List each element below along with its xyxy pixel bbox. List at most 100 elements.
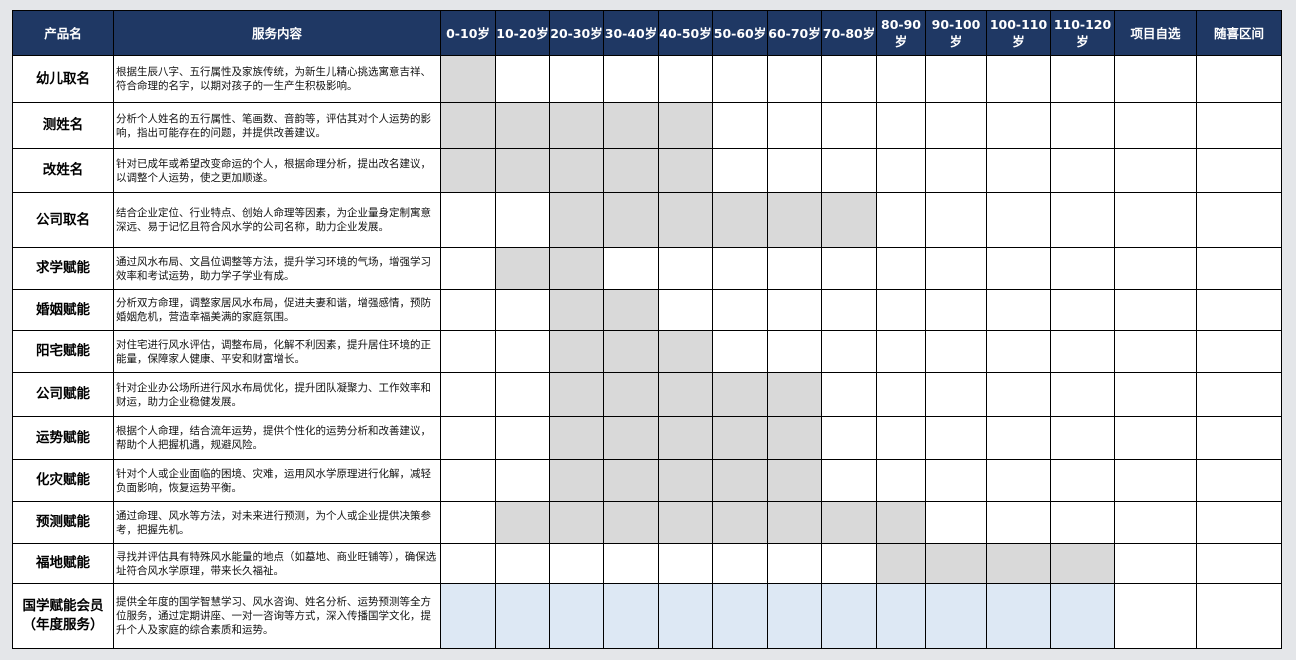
age-cell[interactable] <box>986 289 1051 331</box>
age-cell[interactable] <box>549 330 604 373</box>
header-age-6[interactable]: 60-70岁 <box>767 10 822 56</box>
age-cell[interactable] <box>549 416 604 460</box>
age-cell[interactable] <box>549 247 604 290</box>
age-cell[interactable] <box>986 583 1051 649</box>
custom-cell[interactable] <box>1114 192 1197 248</box>
age-cell[interactable] <box>658 55 713 103</box>
age-cell[interactable] <box>925 102 987 149</box>
age-cell[interactable] <box>925 543 987 584</box>
age-cell[interactable] <box>986 416 1051 460</box>
age-cell[interactable] <box>767 289 822 331</box>
age-cell[interactable] <box>712 583 768 649</box>
custom-cell[interactable] <box>1114 372 1197 417</box>
product-name[interactable]: 幼儿取名 <box>12 55 114 103</box>
custom-cell[interactable] <box>1114 148 1197 193</box>
age-cell[interactable] <box>1050 102 1115 149</box>
age-cell[interactable] <box>1050 543 1115 584</box>
product-name[interactable]: 改姓名 <box>12 148 114 193</box>
age-cell[interactable] <box>876 416 926 460</box>
age-cell[interactable] <box>821 102 877 149</box>
age-cell[interactable] <box>440 583 496 649</box>
custom-cell[interactable] <box>1114 247 1197 290</box>
age-cell[interactable] <box>549 192 604 248</box>
age-cell[interactable] <box>1050 192 1115 248</box>
age-cell[interactable] <box>767 459 822 502</box>
age-cell[interactable] <box>495 459 550 502</box>
age-cell[interactable] <box>440 148 496 193</box>
product-name[interactable]: 化灾赋能 <box>12 459 114 502</box>
service-description[interactable]: 根据生辰八字、五行属性及家族传统，为新生儿精心挑选寓意吉祥、符合命理的名字，以期… <box>113 55 441 103</box>
age-cell[interactable] <box>986 501 1051 544</box>
age-cell[interactable] <box>767 148 822 193</box>
age-cell[interactable] <box>603 55 659 103</box>
age-cell[interactable] <box>767 330 822 373</box>
service-description[interactable]: 寻找并评估具有特殊风水能量的地点（如墓地、商业旺铺等），确保选址符合风水学原理，… <box>113 543 441 584</box>
age-cell[interactable] <box>440 192 496 248</box>
age-cell[interactable] <box>925 459 987 502</box>
age-cell[interactable] <box>603 372 659 417</box>
age-cell[interactable] <box>549 289 604 331</box>
age-cell[interactable] <box>821 372 877 417</box>
any-cell[interactable] <box>1196 501 1282 544</box>
age-cell[interactable] <box>1050 501 1115 544</box>
age-cell[interactable] <box>925 55 987 103</box>
age-cell[interactable] <box>1050 247 1115 290</box>
age-cell[interactable] <box>1050 459 1115 502</box>
age-cell[interactable] <box>986 148 1051 193</box>
age-cell[interactable] <box>925 289 987 331</box>
age-cell[interactable] <box>986 543 1051 584</box>
header-age-0[interactable]: 0-10岁 <box>440 10 496 56</box>
product-name[interactable]: 预测赋能 <box>12 501 114 544</box>
age-cell[interactable] <box>712 247 768 290</box>
age-cell[interactable] <box>876 192 926 248</box>
age-cell[interactable] <box>658 372 713 417</box>
age-cell[interactable] <box>440 102 496 149</box>
age-cell[interactable] <box>986 55 1051 103</box>
service-description[interactable]: 对住宅进行风水评估，调整布局，化解不利因素，提升居住环境的正能量，保障家人健康、… <box>113 330 441 373</box>
age-cell[interactable] <box>925 583 987 649</box>
header-age-11[interactable]: 110-120岁 <box>1050 10 1115 56</box>
age-cell[interactable] <box>603 583 659 649</box>
age-cell[interactable] <box>876 501 926 544</box>
age-cell[interactable] <box>712 289 768 331</box>
product-name[interactable]: 婚姻赋能 <box>12 289 114 331</box>
custom-cell[interactable] <box>1114 583 1197 649</box>
age-cell[interactable] <box>876 55 926 103</box>
any-cell[interactable] <box>1196 55 1282 103</box>
age-cell[interactable] <box>549 459 604 502</box>
age-cell[interactable] <box>549 102 604 149</box>
age-cell[interactable] <box>712 543 768 584</box>
service-description[interactable]: 通过风水布局、文昌位调整等方法，提升学习环境的气场，增强学习效率和考试运势，助力… <box>113 247 441 290</box>
age-cell[interactable] <box>876 543 926 584</box>
age-cell[interactable] <box>712 55 768 103</box>
service-description[interactable]: 结合企业定位、行业特点、创始人命理等因素，为企业量身定制寓意深远、易于记忆且符合… <box>113 192 441 248</box>
age-cell[interactable] <box>440 416 496 460</box>
age-cell[interactable] <box>821 289 877 331</box>
age-cell[interactable] <box>495 247 550 290</box>
header-age-3[interactable]: 30-40岁 <box>603 10 659 56</box>
age-cell[interactable] <box>767 55 822 103</box>
header-age-8[interactable]: 80-90岁 <box>876 10 926 56</box>
age-cell[interactable] <box>603 192 659 248</box>
age-cell[interactable] <box>712 501 768 544</box>
any-cell[interactable] <box>1196 192 1282 248</box>
service-description[interactable]: 提供全年度的国学智慧学习、风水咨询、姓名分析、运势预测等全方位服务，通过定期讲座… <box>113 583 441 649</box>
age-cell[interactable] <box>1050 372 1115 417</box>
age-cell[interactable] <box>495 330 550 373</box>
age-cell[interactable] <box>658 459 713 502</box>
any-cell[interactable] <box>1196 372 1282 417</box>
any-cell[interactable] <box>1196 543 1282 584</box>
custom-cell[interactable] <box>1114 416 1197 460</box>
age-cell[interactable] <box>821 583 877 649</box>
age-cell[interactable] <box>821 192 877 248</box>
age-cell[interactable] <box>1050 55 1115 103</box>
age-cell[interactable] <box>1050 416 1115 460</box>
product-name[interactable]: 公司取名 <box>12 192 114 248</box>
age-cell[interactable] <box>821 501 877 544</box>
age-cell[interactable] <box>495 148 550 193</box>
age-cell[interactable] <box>440 372 496 417</box>
age-cell[interactable] <box>1050 583 1115 649</box>
age-cell[interactable] <box>767 501 822 544</box>
age-cell[interactable] <box>876 102 926 149</box>
age-cell[interactable] <box>712 330 768 373</box>
